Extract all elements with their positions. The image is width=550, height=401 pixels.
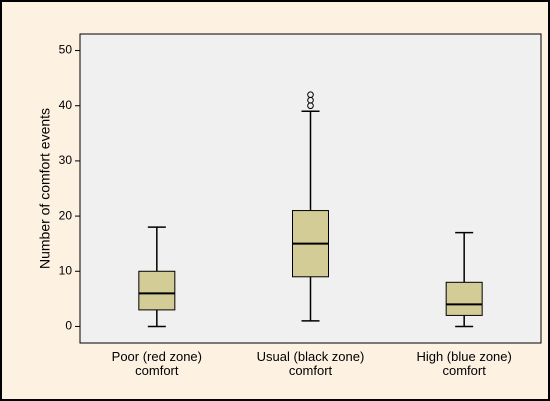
y-tick-label: 30 xyxy=(59,153,73,167)
y-tick-label: 10 xyxy=(59,263,73,277)
x-tick-label: Poor (red zone) comfort xyxy=(111,349,202,378)
y-tick-label: 0 xyxy=(65,319,72,333)
outlier xyxy=(307,91,314,98)
y-axis-label: Number of comfort events xyxy=(37,108,53,269)
box xyxy=(138,270,176,311)
x-tick-label: High (blue zone) comfort xyxy=(416,349,512,378)
y-tick-label: 50 xyxy=(59,43,73,57)
y-tick-label: 40 xyxy=(59,98,73,112)
x-tick-label: Usual (black zone) comfort xyxy=(256,349,365,378)
y-tick-label: 20 xyxy=(59,208,73,222)
box xyxy=(445,281,483,316)
